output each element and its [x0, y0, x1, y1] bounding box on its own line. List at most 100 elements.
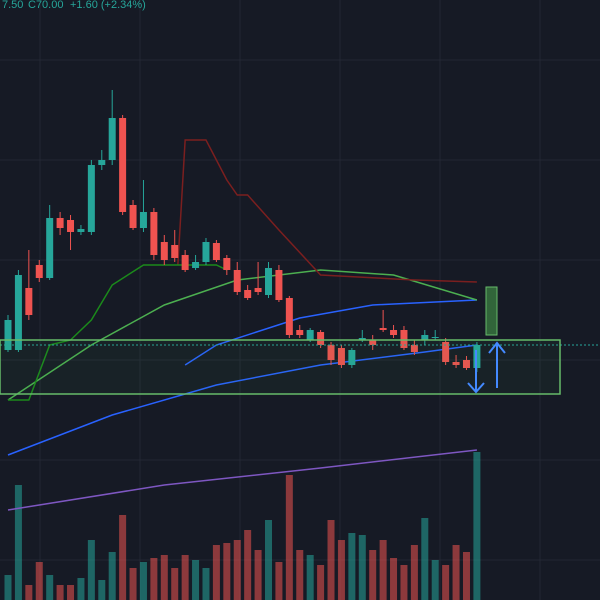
candle-body: [285, 298, 293, 335]
volume-bar: [358, 535, 366, 600]
candle-body: [275, 270, 283, 300]
arrows: [467, 341, 506, 394]
volume-bar: [160, 555, 168, 600]
volume-bar: [421, 518, 429, 600]
volume-bar: [77, 578, 85, 600]
volume-bar: [25, 585, 33, 600]
volume-bar: [192, 560, 200, 600]
candle-body: [233, 270, 241, 292]
change-value: +1.60 (+2.34%): [70, 0, 146, 11]
volume-bar: [379, 540, 387, 600]
volume-bar: [452, 545, 460, 600]
candle-body: [67, 220, 75, 232]
volume-bar: [327, 520, 335, 600]
candle-body: [358, 338, 366, 340]
volume-bar: [390, 558, 398, 600]
open-value: 7.50: [2, 0, 23, 11]
overlay-line: [177, 139, 477, 283]
volume-bar: [171, 568, 179, 600]
volume-bar: [244, 530, 252, 600]
volume-bar: [285, 475, 293, 600]
candle-body: [202, 242, 210, 262]
volume-bar: [181, 555, 189, 600]
overlays: [7, 139, 478, 511]
candle-body: [317, 332, 325, 345]
volume-bar: [87, 540, 95, 600]
candle-body: [119, 118, 127, 212]
range-box: [0, 339, 561, 395]
volume-bar: [223, 543, 231, 600]
volume-bar: [337, 540, 345, 600]
candle-body: [369, 340, 377, 345]
candle-body: [160, 242, 168, 260]
volume-bar: [119, 515, 127, 600]
overlay-line: [7, 344, 477, 456]
candle-body: [108, 118, 116, 160]
volume-bar: [150, 558, 158, 600]
candle-body: [296, 330, 304, 335]
volume-bar: [108, 552, 116, 600]
close-value: C70.00: [28, 0, 63, 11]
volume-bar: [473, 452, 481, 600]
volume-bar: [129, 568, 137, 600]
volume-bar: [296, 550, 304, 600]
candle-body: [348, 350, 356, 365]
candle-body: [244, 290, 252, 298]
volume-bar: [46, 575, 54, 600]
candle-body: [171, 245, 179, 258]
volume-pane: [4, 452, 481, 600]
overlay-line: [7, 449, 477, 511]
header: 7.50 C70.00 +1.60 (+2.34%): [2, 0, 146, 11]
volume-bar: [4, 575, 12, 600]
volume-bar: [139, 562, 147, 600]
candle-body: [25, 288, 33, 315]
candle-body: [379, 328, 387, 330]
candle-body: [46, 218, 54, 278]
volume-bar: [410, 545, 418, 600]
candle-body: [462, 360, 470, 368]
volume-bar: [431, 560, 439, 600]
overlay-line: [184, 299, 477, 366]
candle-body: [421, 335, 429, 340]
candle-body: [129, 205, 137, 228]
volume-bar: [254, 550, 262, 600]
candle-body: [327, 345, 335, 360]
candle-body: [150, 212, 158, 255]
candles: [4, 90, 481, 372]
volume-bar: [202, 568, 210, 600]
target-box: [485, 286, 498, 336]
candle-body: [390, 330, 398, 335]
candle-body: [87, 165, 95, 232]
candle-body: [265, 268, 272, 295]
volume-bar: [400, 565, 408, 600]
candle-body: [4, 320, 12, 350]
candle-body: [431, 337, 439, 338]
volume-bar: [369, 550, 377, 600]
volume-bar: [306, 555, 314, 600]
volume-bar: [462, 552, 470, 600]
candle-body: [337, 348, 345, 365]
candle-body: [181, 255, 189, 270]
candle-body: [306, 330, 314, 340]
volume-bar: [265, 520, 272, 600]
candle-body: [56, 218, 64, 228]
volume-bar: [275, 562, 283, 600]
candle-body: [442, 342, 450, 362]
candle-body: [254, 288, 262, 292]
volume-bar: [442, 565, 450, 600]
candle-body: [400, 330, 408, 348]
candle-body: [35, 265, 43, 278]
volume-bar: [212, 545, 220, 600]
volume-bar: [56, 585, 64, 600]
volume-bar: [233, 540, 241, 600]
volume-bar: [348, 533, 356, 600]
volume-bar: [98, 580, 106, 600]
volume-bar: [67, 585, 75, 600]
candle-body: [98, 160, 106, 165]
volume-bar: [14, 485, 22, 600]
volume-bar: [317, 565, 325, 600]
volume-bar: [35, 562, 43, 600]
candle-body: [223, 258, 231, 270]
